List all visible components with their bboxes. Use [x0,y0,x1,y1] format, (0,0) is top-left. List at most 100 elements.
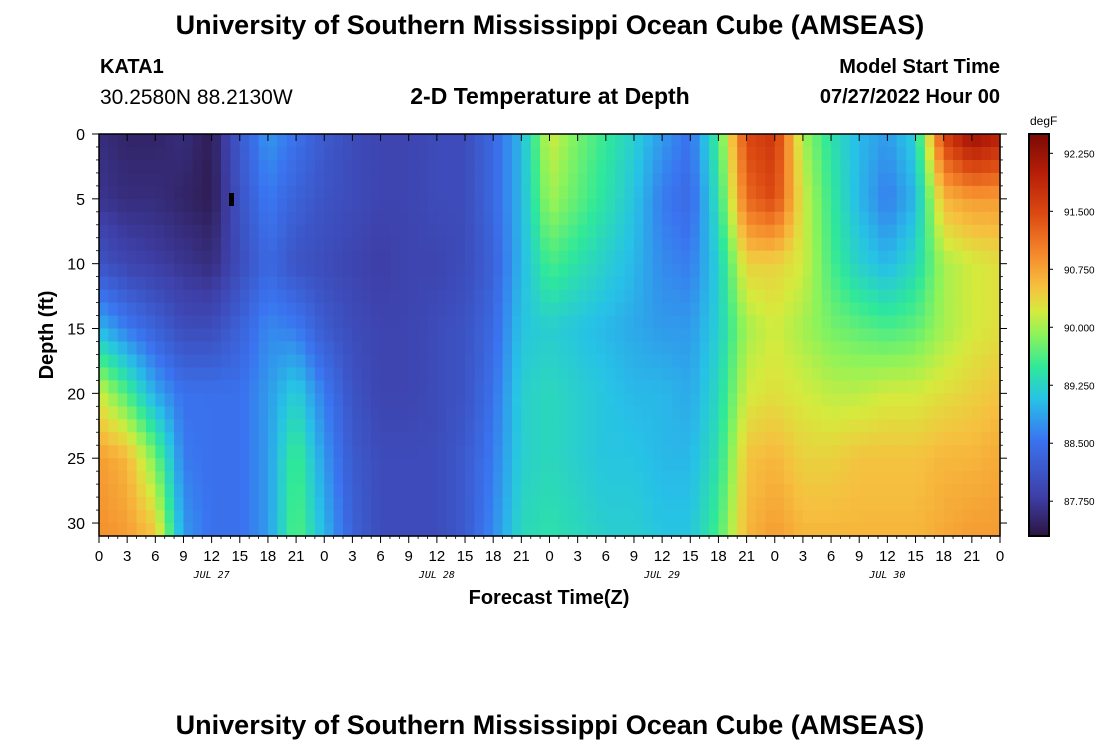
heatmap-cell [99,406,109,420]
heatmap-cell [633,315,644,330]
heatmap-cell [343,458,354,472]
heatmap-cell [352,497,363,511]
heatmap-cell [127,315,138,330]
heatmap-cell [915,484,926,498]
heatmap-cell [314,510,325,524]
heatmap-cell [840,237,851,252]
heatmap-cell [615,134,626,148]
heatmap-cell [314,523,325,537]
heatmap-cell [840,159,851,174]
heatmap-cell [286,406,297,420]
heatmap-cell [511,458,522,472]
heatmap-cell [333,419,344,433]
heatmap-cell [427,211,438,226]
heatmap-cell [577,354,588,369]
heatmap-cell [615,146,626,161]
heatmap-cell [990,224,1001,239]
heatmap-cell [211,211,222,226]
heatmap-cell [540,354,551,369]
heatmap-cell [737,276,748,291]
heatmap-cell [887,302,898,317]
heatmap-cell [239,458,250,472]
heatmap-cell [596,159,607,174]
heatmap-cell [108,393,119,407]
heatmap-cell [690,302,701,317]
heatmap-cell [333,367,344,381]
heatmap-cell [859,224,870,239]
heatmap-cell [859,237,870,252]
heatmap-cell [577,471,588,485]
heatmap-cell [164,237,175,252]
heatmap-cell [249,263,260,278]
heatmap-cell [540,471,551,485]
heatmap-cell [540,263,551,278]
heatmap-cell [737,354,748,369]
heatmap-cell [924,159,935,174]
heatmap-cell [145,419,156,433]
heatmap-cell [314,367,325,381]
heatmap-cell [493,354,504,369]
heatmap-cell [802,263,813,278]
heatmap-cell [765,432,776,446]
heatmap-cell [314,276,325,291]
heatmap-cell [333,406,344,420]
heatmap-cell [962,510,973,524]
heatmap-cell [981,134,992,148]
heatmap-cell [343,432,354,446]
heatmap-cell [896,471,907,485]
heatmap-cell [286,263,297,278]
heatmap-cell [840,289,851,304]
heatmap-cell [192,289,203,304]
heatmap-cell [924,211,935,226]
heatmap-cell [877,341,888,356]
heatmap-cell [737,211,748,226]
heatmap-cell [249,315,260,330]
heatmap-cell [418,354,429,369]
heatmap-cell [145,367,156,381]
heatmap-cell [727,367,738,381]
heatmap-cell [615,237,626,252]
heatmap-cell [680,354,691,369]
heatmap-cell [465,302,476,317]
heatmap-cell [296,393,307,407]
heatmap-cell [802,523,813,537]
heatmap-cell [906,393,917,407]
heatmap-cell [511,276,522,291]
heatmap-cell [108,380,119,394]
heatmap-cell [192,497,203,511]
heatmap-cell [643,146,654,161]
heatmap-cell [934,263,945,278]
heatmap-cell [474,224,485,239]
heatmap-cell [380,198,391,213]
heatmap-cell [267,263,278,278]
heatmap-cell [267,523,278,537]
heatmap-cell [896,354,907,369]
heatmap-cell [643,380,654,394]
heatmap-cell [249,497,260,511]
heatmap-cell [267,159,278,174]
heatmap-cell [446,367,457,381]
heatmap-cell [436,419,447,433]
heatmap-cell [230,406,241,420]
heatmap-cell [183,134,194,148]
heatmap-cell [418,393,429,407]
heatmap-cell [558,328,569,343]
heatmap-cell [605,380,616,394]
heatmap-cell [868,302,879,317]
heatmap-cell [164,354,175,369]
heatmap-cell [230,250,241,265]
heatmap-cell [971,471,982,485]
heatmap-cell [877,263,888,278]
heatmap-cell [643,393,654,407]
heatmap-cell [174,211,185,226]
heatmap-cell [127,198,138,213]
heatmap-cell [399,510,410,524]
heatmap-cell [765,510,776,524]
heatmap-cell [896,146,907,161]
heatmap-cell [615,341,626,356]
heatmap-cell [718,497,729,511]
heatmap-cell [887,367,898,381]
heatmap-cell [352,159,363,174]
heatmap-cell [549,354,560,369]
x-tick-label: 0 [771,548,779,565]
